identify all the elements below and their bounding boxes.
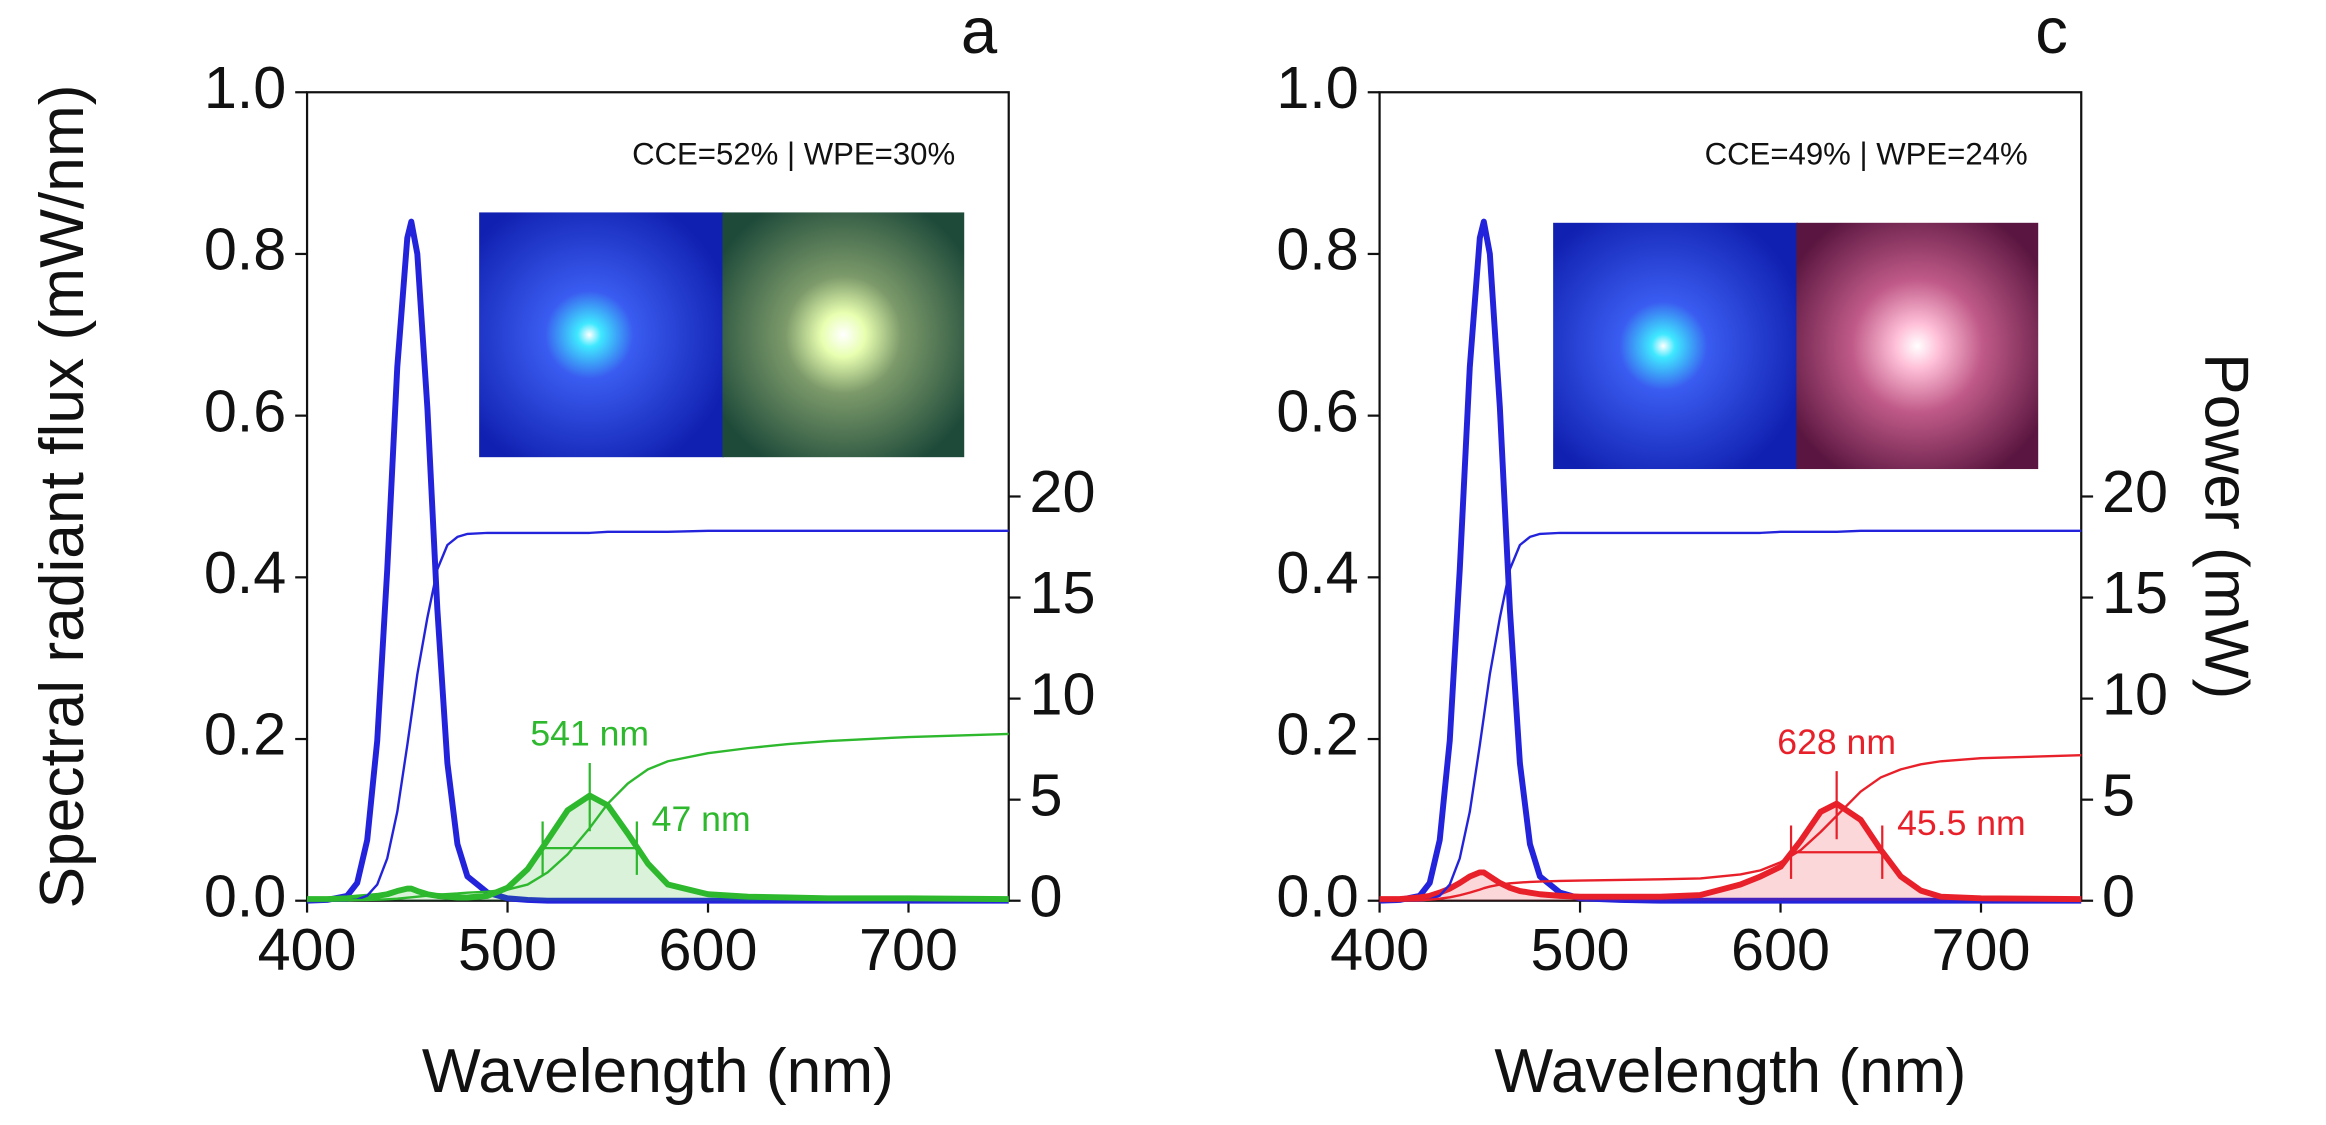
- y-tick-label: 0.2: [204, 701, 286, 768]
- y2-tick-label: 20: [1029, 458, 1095, 525]
- y2-tick-label: 10: [1029, 660, 1095, 727]
- y-tick-label: 0.0: [1276, 862, 1358, 929]
- y-tick-label: 0.8: [1276, 216, 1358, 283]
- fwhm-label: 47 nm: [652, 799, 751, 839]
- x-tick-label: 500: [458, 916, 557, 983]
- series-line: [1379, 754, 2082, 902]
- x-tick-label: 600: [659, 916, 758, 983]
- y-tick-label: 0.6: [204, 377, 286, 444]
- y2-tick-label: 5: [1029, 761, 1062, 828]
- y-tick-label: 0.6: [1276, 377, 1358, 444]
- y2-tick-label: 10: [2102, 660, 2168, 727]
- peak-label: 541 nm: [530, 714, 649, 754]
- x-axis-title: Wavelength (nm): [1494, 1037, 1966, 1106]
- y2-tick-label: 5: [2102, 761, 2135, 828]
- panel-label: a: [961, 0, 998, 67]
- x-tick-label: 400: [1330, 916, 1429, 983]
- x-axis-title: Wavelength (nm): [422, 1037, 894, 1106]
- y2-tick-label: 15: [1029, 559, 1095, 626]
- y2-axis-title: Power (mW): [2192, 353, 2261, 699]
- inset-photo: [479, 212, 965, 458]
- y-tick-label: 0.4: [1276, 539, 1358, 606]
- y2-tick-label: 15: [2102, 559, 2168, 626]
- annotation: CCE=52% | WPE=30%: [632, 136, 955, 171]
- y-tick-label: 0.2: [1276, 701, 1358, 768]
- x-tick-label: 400: [258, 916, 357, 983]
- y2-tick-label: 20: [2102, 458, 2168, 525]
- series-line: [1379, 800, 2082, 903]
- peak-label: 628 nm: [1777, 722, 1896, 762]
- plot-frame: [1378, 91, 2083, 902]
- y-tick-label: 1.0: [1276, 54, 1358, 121]
- x-tick-label: 700: [1931, 916, 2030, 983]
- y-tick-label: 0.4: [204, 539, 286, 606]
- series-line: [307, 529, 1009, 902]
- x-tick-label: 600: [1731, 916, 1830, 983]
- area-fill: [307, 795, 1009, 901]
- series-line: [1379, 529, 2082, 902]
- panel-label: c: [2035, 0, 2068, 67]
- y-tick-label: 1.0: [204, 54, 286, 121]
- x-tick-label: 500: [1531, 916, 1630, 983]
- y-axis-title: Spectral radiant flux (mW/nm): [28, 85, 97, 909]
- y2-tick-label: 0: [1029, 862, 1062, 929]
- x-tick-label: 700: [859, 916, 958, 983]
- series-line: [306, 218, 1009, 904]
- y-tick-label: 0.8: [204, 216, 286, 283]
- series-line: [307, 792, 1009, 903]
- fwhm-label: 45.5 nm: [1897, 803, 2026, 843]
- annotation: CCE=49% | WPE=24%: [1705, 136, 2028, 171]
- y2-tick-label: 0: [2102, 862, 2135, 929]
- y-tick-label: 0.0: [204, 862, 286, 929]
- series-line: [307, 732, 1009, 902]
- inset-photo: [1553, 222, 2039, 470]
